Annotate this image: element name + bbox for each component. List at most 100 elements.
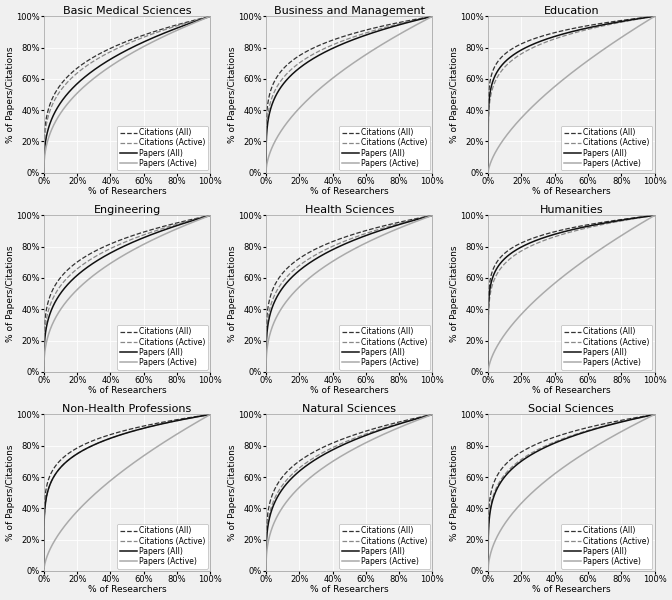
Citations (Active): [335, 38, 343, 46]
Papers (All): [376, 227, 384, 234]
Papers (All): [598, 423, 606, 430]
Title: Engineering: Engineering: [93, 205, 161, 215]
Line: Papers (All): Papers (All): [266, 16, 432, 172]
Citations (Active): [329, 242, 337, 250]
Citations (All): [113, 238, 121, 245]
Papers (All): [392, 222, 400, 229]
Citations (All): [501, 50, 509, 58]
Papers (Active): [617, 232, 625, 239]
Line: Citations (All): Citations (All): [266, 215, 432, 370]
Citations (Active): [262, 368, 270, 375]
Citations (Active): [394, 20, 403, 28]
Citations (All): [501, 461, 509, 469]
Citations (All): [107, 44, 115, 52]
Papers (All): [484, 362, 492, 369]
Line: Citations (All): Citations (All): [44, 16, 210, 172]
Papers (Active): [279, 125, 287, 132]
Citations (All): [376, 223, 384, 230]
Legend: Citations (All), Citations (Active), Papers (All), Papers (Active): Citations (All), Citations (Active), Pap…: [562, 325, 653, 370]
Papers (All): [428, 212, 436, 219]
Y-axis label: % of Papers/Citations: % of Papers/Citations: [450, 445, 459, 541]
Line: Citations (Active): Citations (Active): [488, 16, 655, 170]
Citations (All): [650, 411, 659, 418]
Line: Papers (All): Papers (All): [488, 215, 655, 365]
Citations (All): [484, 564, 492, 571]
Papers (All): [376, 427, 384, 434]
Citations (All): [376, 23, 384, 30]
Citations (Active): [650, 411, 659, 418]
Papers (All): [57, 289, 65, 296]
X-axis label: % of Researchers: % of Researchers: [88, 386, 167, 395]
Citations (All): [40, 562, 48, 569]
Citations (Active): [484, 166, 492, 173]
Citations (Active): [501, 470, 509, 478]
Line: Citations (All): Citations (All): [266, 16, 432, 170]
Line: Papers (Active): Papers (Active): [488, 215, 655, 372]
Citations (All): [650, 212, 659, 219]
Papers (Active): [329, 74, 337, 81]
Papers (All): [173, 222, 181, 229]
Papers (All): [557, 229, 565, 236]
Y-axis label: % of Papers/Citations: % of Papers/Citations: [5, 46, 15, 143]
Legend: Citations (All), Citations (Active), Papers (All), Papers (Active): Citations (All), Citations (Active), Pap…: [339, 325, 430, 370]
Papers (All): [428, 411, 436, 418]
Papers (Active): [262, 169, 270, 176]
Citations (All): [557, 28, 565, 35]
Papers (Active): [557, 274, 565, 281]
Line: Citations (Active): Citations (Active): [266, 16, 432, 172]
Citations (Active): [394, 420, 403, 427]
Papers (Active): [107, 259, 115, 266]
Citations (Active): [206, 13, 214, 20]
Papers (Active): [501, 520, 509, 527]
Papers (Active): [107, 62, 115, 70]
Papers (All): [57, 464, 65, 471]
Citations (Active): [552, 233, 560, 240]
Papers (All): [279, 485, 287, 492]
Papers (All): [57, 99, 65, 106]
Papers (All): [279, 81, 287, 88]
Citations (Active): [40, 565, 48, 572]
Citations (All): [428, 411, 436, 418]
Citations (All): [501, 249, 509, 256]
Citations (All): [552, 29, 560, 36]
Papers (Active): [113, 58, 121, 65]
Papers (All): [329, 246, 337, 253]
Papers (Active): [557, 465, 565, 472]
Citations (Active): [552, 438, 560, 445]
Citations (All): [113, 429, 121, 436]
Line: Citations (Active): Citations (Active): [44, 215, 210, 371]
Citations (All): [57, 456, 65, 463]
Papers (All): [501, 473, 509, 480]
Papers (Active): [428, 411, 436, 418]
Legend: Citations (All), Citations (Active), Papers (All), Papers (Active): Citations (All), Citations (Active), Pap…: [339, 125, 430, 170]
Citations (All): [173, 220, 181, 227]
Line: Papers (All): Papers (All): [44, 415, 210, 568]
X-axis label: % of Researchers: % of Researchers: [88, 187, 167, 196]
Papers (All): [617, 217, 625, 224]
Citations (All): [154, 224, 162, 232]
Citations (All): [206, 13, 214, 20]
Line: Citations (All): Citations (All): [488, 215, 655, 362]
Citations (Active): [173, 221, 181, 228]
Citations (Active): [557, 33, 565, 40]
Citations (Active): [279, 74, 287, 82]
Citations (All): [617, 417, 625, 424]
Citations (Active): [206, 212, 214, 219]
Papers (All): [206, 13, 214, 20]
Citations (Active): [557, 231, 565, 238]
Papers (Active): [329, 457, 337, 464]
Papers (Active): [113, 256, 121, 263]
Papers (All): [335, 42, 343, 49]
Citations (Active): [392, 21, 400, 28]
Citations (Active): [484, 364, 492, 371]
Papers (All): [335, 243, 343, 250]
Citations (All): [57, 274, 65, 281]
Papers (All): [154, 32, 162, 39]
Papers (Active): [57, 109, 65, 116]
Citations (All): [279, 269, 287, 277]
Citations (Active): [113, 433, 121, 440]
Citations (All): [206, 212, 214, 219]
Citations (All): [335, 437, 343, 444]
Papers (All): [392, 421, 400, 428]
Papers (Active): [557, 77, 565, 85]
